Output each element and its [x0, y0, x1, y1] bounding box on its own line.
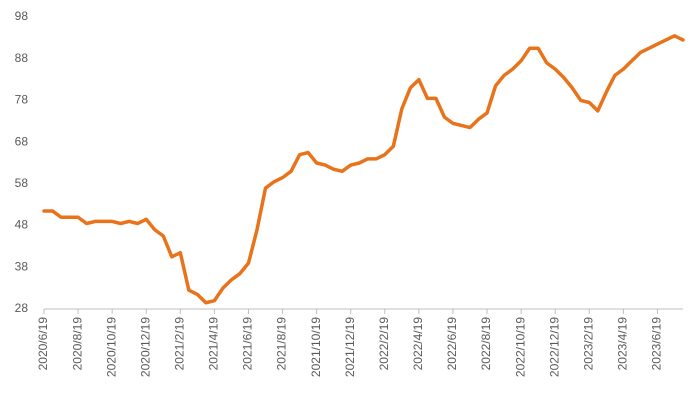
y-tick-label: 48	[15, 218, 29, 232]
x-tick-label: 2022/8/19	[479, 317, 493, 371]
x-tick-label: 2023/2/19	[581, 317, 595, 371]
y-tick-label: 78	[15, 93, 29, 107]
x-tick-label: 2022/10/19	[513, 317, 527, 377]
x-tick-label: 2020/12/19	[138, 317, 152, 377]
y-tick-label: 28	[15, 301, 29, 315]
y-tick-label: 58	[15, 176, 29, 190]
y-tick-label: 38	[15, 259, 29, 273]
x-tick-label: 2023/6/19	[650, 317, 664, 371]
x-tick-label: 2020/10/19	[104, 317, 118, 377]
x-tick-label: 2021/12/19	[343, 317, 357, 377]
x-tick-label: 2022/2/19	[377, 317, 391, 371]
x-tick-label: 2022/12/19	[547, 317, 561, 377]
x-tick-label: 2022/4/19	[411, 317, 425, 371]
y-tick-label: 88	[15, 51, 29, 65]
x-tick-label: 2021/4/19	[207, 317, 221, 371]
y-tick-label: 98	[15, 9, 29, 23]
series-line	[42, 34, 685, 305]
x-tick-label: 2023/4/19	[616, 317, 630, 371]
y-tick-label: 68	[15, 134, 29, 148]
x-tick-label: 2021/2/19	[172, 317, 186, 371]
x-tick-label: 2021/6/19	[241, 317, 255, 371]
x-tick-label: 2022/6/19	[445, 317, 459, 371]
x-tick-label: 2021/8/19	[275, 317, 289, 371]
x-tick-label: 2021/10/19	[309, 317, 323, 377]
x-tick-label: 2020/6/19	[36, 317, 50, 371]
x-tick-label: 2020/8/19	[70, 317, 84, 371]
